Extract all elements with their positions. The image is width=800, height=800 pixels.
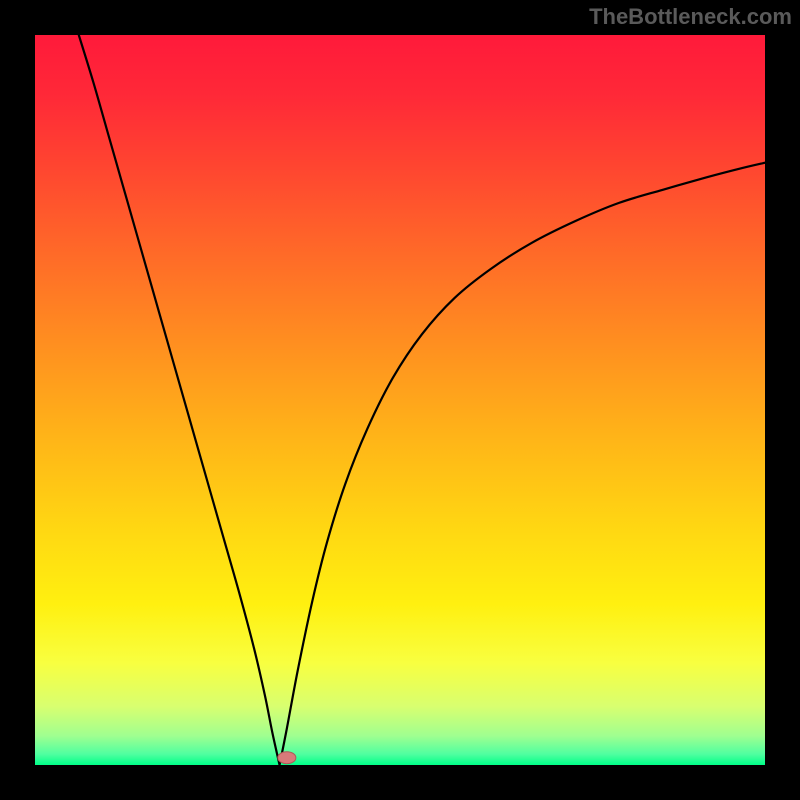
- vertex-marker: [278, 752, 296, 764]
- plot-area: [35, 35, 765, 765]
- bottleneck-curve: [35, 35, 765, 765]
- watermark-text: TheBottleneck.com: [589, 4, 792, 30]
- chart-container: TheBottleneck.com: [0, 0, 800, 800]
